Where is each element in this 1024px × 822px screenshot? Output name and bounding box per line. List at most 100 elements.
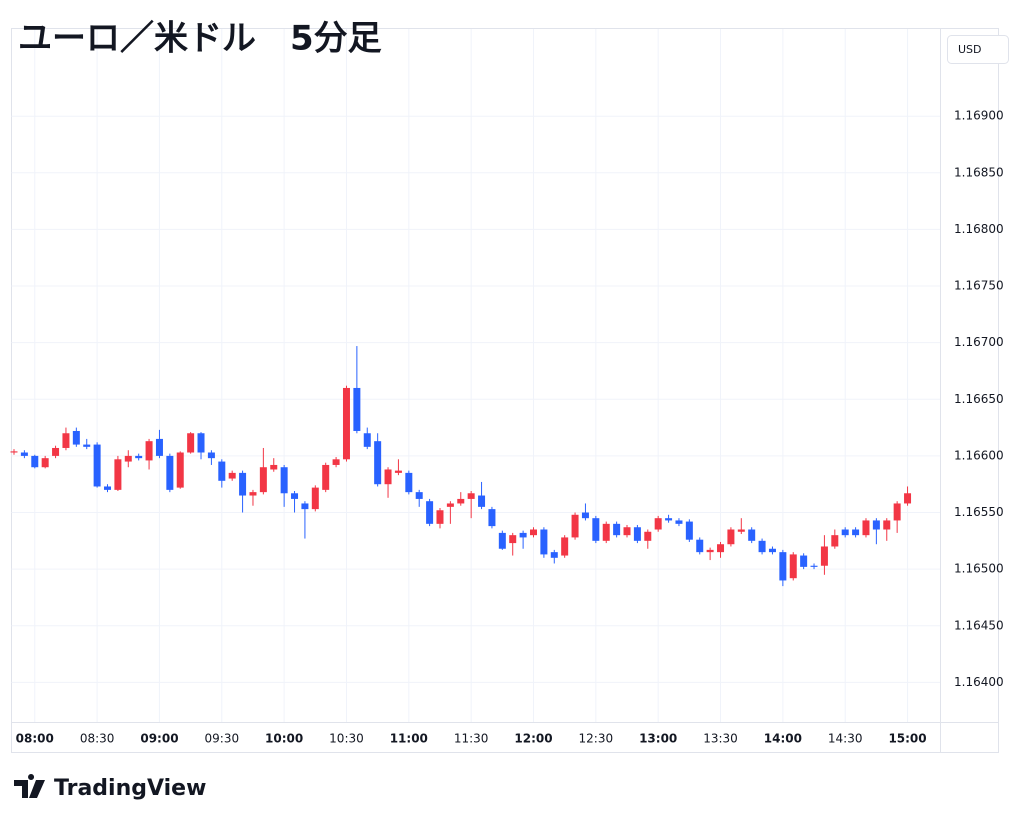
candle-body — [457, 498, 465, 504]
candle-body — [748, 529, 756, 541]
candle-body — [530, 529, 537, 536]
candle-body — [259, 467, 267, 493]
candle-body — [176, 452, 184, 488]
candle-body — [166, 455, 174, 490]
x-tick-label: 14:30 — [828, 732, 863, 746]
candle-body — [509, 535, 517, 544]
candle-body — [72, 430, 80, 445]
candle-body — [862, 520, 870, 536]
candle-body — [904, 493, 912, 504]
candle-body — [145, 441, 153, 461]
candle-body — [613, 523, 621, 536]
candle-body — [228, 472, 236, 479]
candle-body — [415, 492, 423, 499]
candle-body — [737, 529, 745, 532]
candle-body — [623, 527, 631, 536]
candle-body — [872, 520, 880, 530]
candle-body — [197, 433, 205, 453]
candles — [10, 346, 912, 587]
candle-body — [322, 464, 330, 490]
y-tick-label: 1.16400 — [954, 675, 1004, 689]
candle-body — [519, 532, 527, 538]
x-tick-label: 12:00 — [514, 732, 552, 746]
candle-body — [602, 523, 610, 541]
x-tick-label: 13:00 — [639, 732, 677, 746]
candle-body — [155, 438, 163, 456]
x-tick-label: 10:00 — [265, 732, 303, 746]
candle-body — [779, 552, 787, 581]
candle-body — [685, 521, 693, 540]
candle-body — [353, 387, 361, 431]
candle-body — [488, 509, 496, 527]
candle-body — [831, 535, 839, 547]
candle-body — [789, 554, 797, 579]
currency-label[interactable]: USD — [958, 43, 982, 56]
candle-body — [249, 492, 257, 496]
candle-body — [41, 458, 49, 468]
candle-body — [280, 467, 288, 494]
candle-body — [104, 486, 112, 490]
chart-frame — [11, 28, 999, 753]
x-tick-label: 14:00 — [764, 732, 802, 746]
brand-name: TradingView — [54, 776, 206, 801]
candle-body — [841, 529, 849, 536]
candle-body — [218, 461, 226, 481]
y-tick-label: 1.16850 — [954, 165, 1004, 179]
candle-body — [810, 565, 818, 567]
candle-body — [696, 539, 704, 553]
candle-body — [654, 518, 662, 530]
candle-body — [478, 495, 486, 507]
y-tick-label: 1.16550 — [954, 505, 1004, 519]
y-tick-label: 1.16600 — [954, 448, 1004, 462]
candle-body — [852, 529, 860, 536]
candle-body — [820, 546, 828, 566]
candle-body — [571, 514, 579, 538]
candle-body — [124, 455, 132, 462]
candle-body — [706, 549, 714, 553]
candle-body — [426, 501, 434, 524]
brand-logo — [14, 774, 45, 798]
candle-body — [332, 459, 340, 465]
candle-body — [114, 459, 122, 490]
y-tick-label: 1.16900 — [954, 109, 1004, 123]
candle-body — [592, 518, 600, 541]
candle-body — [758, 540, 766, 553]
candle-body — [10, 451, 18, 453]
candle-body — [446, 503, 454, 507]
x-tick-label: 10:30 — [329, 732, 364, 746]
candle-body — [561, 537, 569, 556]
x-tick-label: 08:00 — [16, 732, 54, 746]
candle-body — [83, 444, 91, 447]
candle-body — [311, 487, 319, 510]
candle-body — [20, 452, 28, 456]
candle-body — [665, 518, 673, 521]
y-tick-label: 1.16450 — [954, 618, 1004, 632]
currency-button[interactable] — [947, 35, 1009, 64]
candle-body — [384, 469, 392, 485]
candle-body — [540, 529, 548, 555]
grid — [11, 29, 940, 722]
candle-body — [342, 387, 350, 460]
candle-body — [893, 503, 901, 521]
candle-body — [62, 433, 70, 448]
candle-body — [717, 544, 725, 553]
x-tick-label: 12:30 — [579, 732, 614, 746]
candle-body — [467, 493, 475, 499]
candle-body — [135, 455, 143, 459]
candle-body — [633, 527, 641, 541]
y-tick-label: 1.16700 — [954, 335, 1004, 349]
candle-body — [883, 520, 891, 530]
candle-body — [187, 433, 195, 453]
candle-body — [644, 531, 652, 541]
x-tick-label: 08:30 — [80, 732, 115, 746]
x-tick-label: 09:30 — [205, 732, 240, 746]
candle-body — [363, 433, 371, 447]
candle-body — [581, 512, 589, 519]
candle-body — [498, 532, 506, 549]
candle-body — [675, 520, 683, 524]
candle-body — [405, 472, 413, 493]
candle-body — [550, 552, 558, 558]
candle-body — [301, 503, 309, 510]
